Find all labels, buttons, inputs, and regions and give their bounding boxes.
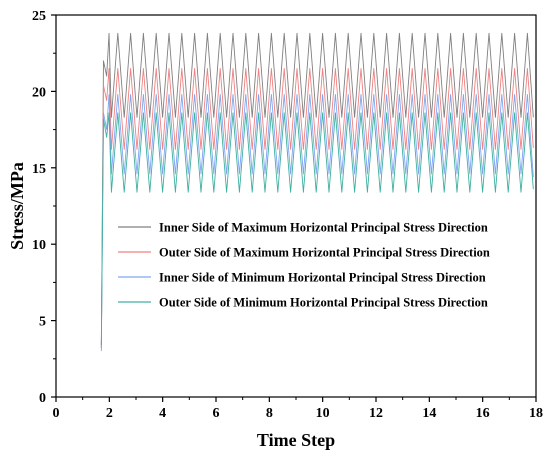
axis-ticks: 0 2 4 6 8 10 12 14 16 18 0 5 10 15 20 25 [32,9,543,421]
x-tick-label: 16 [476,406,490,421]
series-line-3 [100,94,534,352]
series-line-2 [100,68,534,349]
series-line-4 [100,112,534,346]
x-tick-label: 10 [316,406,330,421]
legend: Inner Side of Maximum Horizontal Princip… [118,221,490,310]
series-layer [100,32,534,352]
x-tick-label: 0 [53,406,60,421]
x-tick-label: 8 [266,406,273,421]
x-tick-label: 14 [422,406,436,421]
y-tick-label: 20 [32,85,46,100]
legend-label-3: Inner Side of Minimum Horizontal Princip… [159,271,486,285]
x-tick-label: 18 [529,406,543,421]
x-tick-label: 12 [369,406,383,421]
series-line-1 [100,32,534,349]
legend-label-4: Outer Side of Minimum Horizontal Princip… [159,296,488,310]
x-tick-label: 4 [159,406,166,421]
legend-label-1: Inner Side of Maximum Horizontal Princip… [159,221,488,235]
y-tick-label: 5 [39,315,46,330]
x-tick-label: 2 [106,406,113,421]
x-tick-label: 6 [213,406,220,421]
y-tick-label: 25 [32,9,46,24]
y-tick-label: 15 [32,162,46,177]
y-tick-label: 0 [39,391,46,406]
y-axis-title: Stress/MPa [7,162,27,250]
x-axis-title: Time Step [257,430,335,450]
legend-label-2: Outer Side of Maximum Horizontal Princip… [159,246,490,260]
y-tick-label: 10 [32,238,46,253]
